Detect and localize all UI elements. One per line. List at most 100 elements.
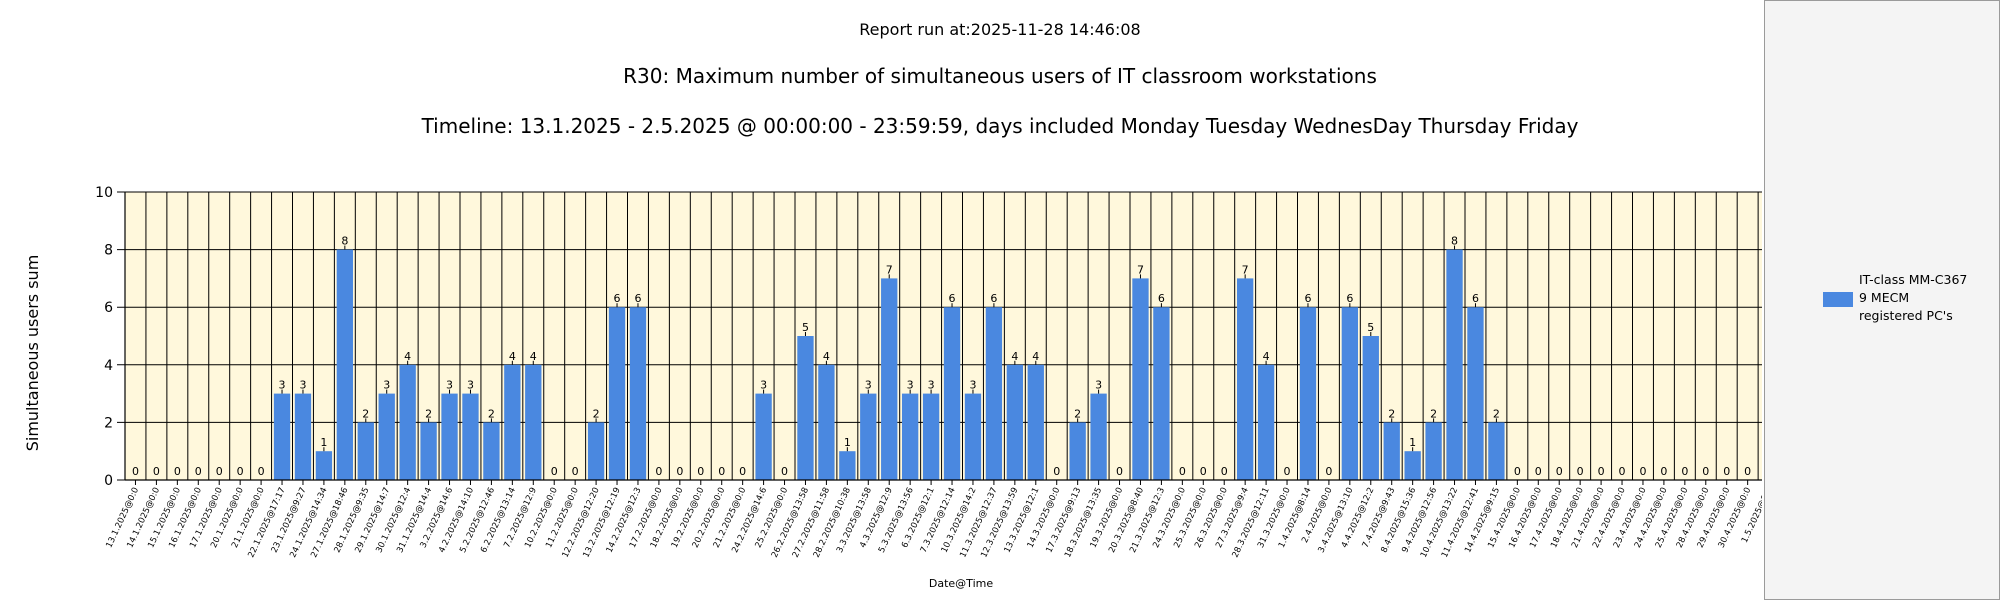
data-label: 2 — [362, 407, 369, 420]
data-label: 4 — [404, 350, 411, 363]
report-run-text: Report run at:2025-11-28 14:46:08 — [859, 20, 1140, 39]
data-label: 0 — [1200, 465, 1207, 478]
y-tick-label: 2 — [104, 415, 113, 431]
data-label: 0 — [153, 465, 160, 478]
data-label: 3 — [299, 379, 306, 392]
bar — [1404, 451, 1421, 480]
data-label: 6 — [990, 292, 997, 305]
data-label: 3 — [865, 379, 872, 392]
data-label: 8 — [1451, 235, 1458, 248]
bar — [420, 422, 437, 480]
data-label: 0 — [1325, 465, 1332, 478]
data-label: 0 — [697, 465, 704, 478]
data-label: 3 — [446, 379, 453, 392]
data-label: 0 — [572, 465, 579, 478]
y-tick-label: 0 — [104, 473, 113, 489]
bar — [1257, 364, 1275, 480]
bar — [1488, 422, 1505, 480]
data-label: 0 — [1639, 465, 1646, 478]
data-label: 6 — [1304, 292, 1311, 305]
plot-area: 0246810013.1.2025@0:0014.1.2025@0:0015.1… — [95, 185, 1762, 559]
data-label: 8 — [341, 235, 348, 248]
y-tick-label: 6 — [104, 300, 113, 316]
chart-title: R30: Maximum number of simultaneous user… — [623, 64, 1377, 88]
bar — [1341, 307, 1359, 480]
data-label: 0 — [237, 465, 244, 478]
data-label: 3 — [969, 379, 976, 392]
bar — [462, 393, 479, 480]
data-label: 4 — [509, 350, 516, 363]
chart: Report run at:2025-11-28 14:46:08 R30: M… — [23, 20, 1762, 590]
bar — [336, 249, 354, 480]
legend-swatch — [1823, 292, 1853, 307]
bar — [964, 393, 982, 480]
bar — [1383, 422, 1400, 480]
data-label: 0 — [1053, 465, 1060, 478]
bar — [943, 307, 961, 480]
bar — [860, 393, 877, 480]
data-label: 0 — [195, 465, 202, 478]
data-label: 3 — [279, 379, 286, 392]
data-label: 0 — [1284, 465, 1291, 478]
bar — [525, 364, 542, 480]
bar — [441, 393, 458, 480]
x-axis-label: Date@Time — [929, 577, 993, 590]
bar — [1069, 422, 1086, 480]
data-label: 2 — [1430, 407, 1437, 420]
data-label: 7 — [886, 263, 893, 276]
chart-subtitle: Timeline: 13.1.2025 - 2.5.2025 @ 00:00:0… — [421, 114, 1579, 138]
bar — [985, 307, 1003, 480]
bar — [629, 307, 647, 480]
bar — [315, 451, 333, 480]
data-label: 2 — [425, 407, 432, 420]
data-label: 0 — [1179, 465, 1186, 478]
bar — [273, 393, 291, 480]
data-label: 7 — [1137, 263, 1144, 276]
data-label: 0 — [1660, 465, 1667, 478]
data-label: 6 — [1158, 292, 1165, 305]
data-label: 0 — [1535, 465, 1542, 478]
data-label: 6 — [634, 292, 641, 305]
data-label: 5 — [1367, 321, 1374, 334]
bar — [294, 393, 312, 480]
data-label: 0 — [1744, 465, 1751, 478]
bar — [504, 364, 521, 480]
data-label: 3 — [907, 379, 914, 392]
data-label: 3 — [760, 379, 767, 392]
bar — [755, 393, 772, 480]
data-label: 0 — [1556, 465, 1563, 478]
data-label: 3 — [383, 379, 390, 392]
data-label: 0 — [1577, 465, 1584, 478]
data-label: 1 — [1409, 436, 1416, 449]
bar — [1132, 278, 1149, 480]
data-label: 2 — [1074, 407, 1081, 420]
data-label: 5 — [802, 321, 809, 334]
data-label: 3 — [1095, 379, 1102, 392]
data-label: 0 — [676, 465, 683, 478]
data-label: 6 — [614, 292, 621, 305]
data-label: 0 — [174, 465, 181, 478]
y-tick-label: 4 — [104, 358, 113, 374]
chart-svg: Report run at:2025-11-28 14:46:08 R30: M… — [23, 20, 1762, 590]
data-label: 0 — [1723, 465, 1730, 478]
legend: IT-class MM-C367 9 MECM registered PC's — [1764, 0, 2000, 600]
data-label: 0 — [1598, 465, 1605, 478]
bar — [1153, 307, 1170, 480]
data-label: 6 — [1472, 292, 1479, 305]
data-label: 0 — [258, 465, 265, 478]
data-label: 1 — [844, 436, 851, 449]
legend-label: IT-class MM-C367 9 MECM registered PC's — [1859, 272, 1968, 323]
data-label: 0 — [1702, 465, 1709, 478]
bar — [1425, 422, 1442, 480]
data-label: 2 — [593, 407, 600, 420]
data-label: 0 — [1221, 465, 1228, 478]
data-label: 7 — [1242, 263, 1249, 276]
data-label: 2 — [1388, 407, 1395, 420]
data-label: 0 — [655, 465, 662, 478]
bar — [881, 278, 898, 480]
bar — [399, 364, 416, 480]
data-label: 4 — [1263, 350, 1270, 363]
bar — [357, 422, 374, 480]
bar — [378, 393, 395, 480]
bar — [608, 307, 626, 480]
